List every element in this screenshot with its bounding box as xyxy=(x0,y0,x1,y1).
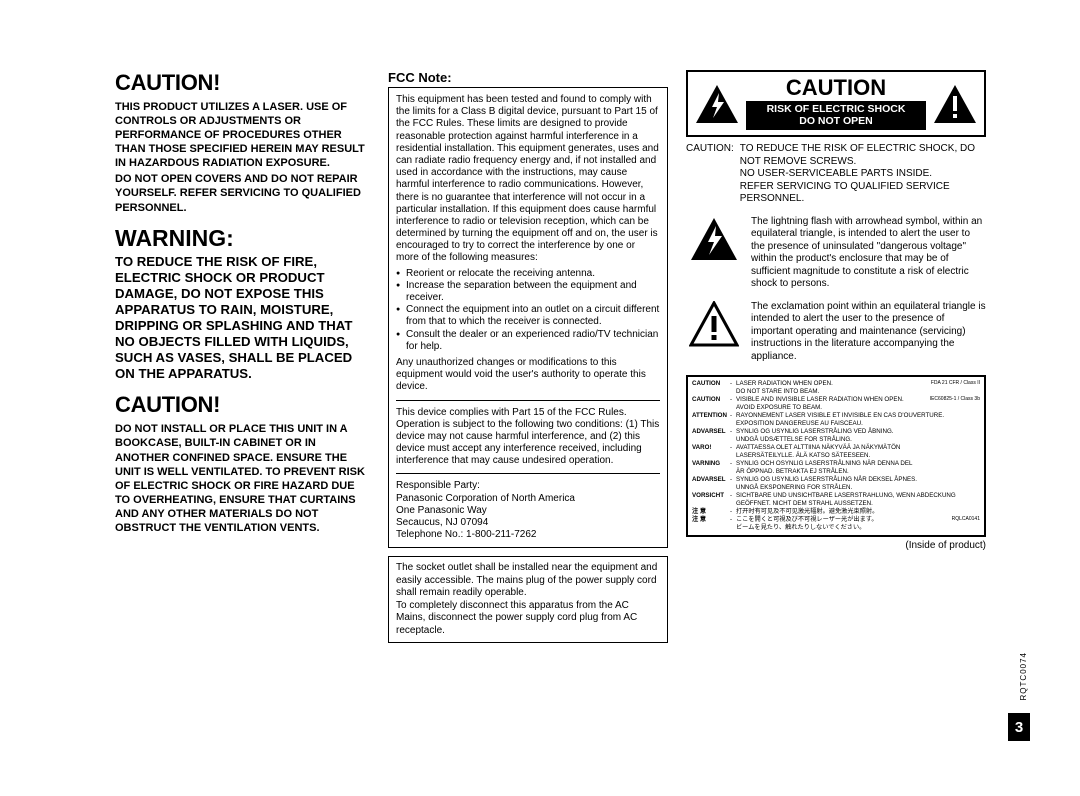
responsible-party-address2: Secaucus, NJ 07094 xyxy=(396,517,660,529)
fcc-measure-item: Consult the dealer or an experienced rad… xyxy=(396,329,660,353)
lightning-triangle-icon xyxy=(694,83,740,125)
laser-label-text: ここを開くと可視及び不可視レーザー光が出ます。 ビームを見たり、触れたりしないで… xyxy=(732,516,948,532)
lightning-explanation-text: The lightning flash with arrowhead symbo… xyxy=(751,216,986,291)
column-left: CAUTION! THIS PRODUCT UTILIZES A LASER. … xyxy=(115,70,370,535)
laser-label-lang: 注 意 xyxy=(692,508,728,516)
laser-label-lang: VORSICHT xyxy=(692,492,728,500)
caution-heading-1: CAUTION! xyxy=(115,70,370,96)
laser-label-row: 注 意ここを開くと可視及び不可視レーザー光が出ます。 ビームを見たり、触れたりし… xyxy=(692,516,980,532)
fcc-measure-item: Connect the equipment into an outlet on … xyxy=(396,304,660,328)
exclamation-symbol-row: The exclamation point within an equilate… xyxy=(686,301,986,364)
shock-caption: CAUTION xyxy=(746,77,926,99)
fcc-unauthorized-text: Any unauthorized changes or modification… xyxy=(396,357,660,394)
socket-outlet-box: The socket outlet shall be installed nea… xyxy=(388,556,668,643)
lightning-triangle-icon xyxy=(686,216,741,291)
column-right: CAUTION RISK OF ELECTRIC SHOCK DO NOT OP… xyxy=(686,70,986,551)
laser-caution-text: THIS PRODUCT UTILIZES A LASER. USE OF CO… xyxy=(115,100,370,170)
inside-product-note: (Inside of product) xyxy=(686,540,986,551)
laser-label-row: ATTENTION RAYONNEMENT LASER VISIBLE ET IN… xyxy=(692,412,980,428)
laser-label-lang: ADVARSEL xyxy=(692,428,728,436)
fcc-measure-item: Increase the separation between the equi… xyxy=(396,280,660,304)
fcc-note-box: This equipment has been tested and found… xyxy=(388,87,668,548)
caution-body-text: TO REDUCE THE RISK OF ELECTRIC SHOCK, DO… xyxy=(740,143,986,206)
ventilation-caution-text: DO NOT INSTALL OR PLACE THIS UNIT IN A B… xyxy=(115,422,370,535)
responsible-party-name: Panasonic Corporation of North America xyxy=(396,493,660,505)
column-middle: FCC Note: This equipment has been tested… xyxy=(388,70,668,643)
covers-caution-text: DO NOT OPEN COVERS AND DO NOT REPAIR YOU… xyxy=(115,172,370,214)
lightning-symbol-row: The lightning flash with arrowhead symbo… xyxy=(686,216,986,291)
laser-label-lang: 注 意 xyxy=(692,516,728,524)
fcc-measures-list: Reorient or relocate the receiving anten… xyxy=(396,268,660,353)
shock-caution-text-row: CAUTION: TO REDUCE THE RISK OF ELECTRIC … xyxy=(686,143,986,206)
exclamation-triangle-icon xyxy=(686,301,741,364)
laser-label-lang: ATTENTION xyxy=(692,412,728,420)
laser-label-text: LASER RADIATION WHEN OPEN. DO NOT STARE … xyxy=(732,380,927,396)
exclamation-explanation-text: The exclamation point within an equilate… xyxy=(751,301,986,364)
laser-label-text: SYNLIG OG USYNLIG LASERSTRÅLING NÅR DEKS… xyxy=(732,476,980,492)
fcc-part15-text: This device complies with Part 15 of the… xyxy=(396,407,660,468)
laser-label-ref: RQLCA0141 xyxy=(952,516,980,522)
laser-label-box: CAUTION LASER RADIATION WHEN OPEN. DO NOT… xyxy=(686,375,986,537)
laser-label-text: SYNLIG OG USYNLIG LASERSTRÅLING VED ÅBNI… xyxy=(732,428,980,444)
shock-banner: RISK OF ELECTRIC SHOCK DO NOT OPEN xyxy=(746,101,926,130)
laser-label-text: RAYONNEMENT LASER VISIBLE ET INVISIBLE E… xyxy=(732,412,980,428)
caution-label: CAUTION: xyxy=(686,143,734,206)
page-content: CAUTION! THIS PRODUCT UTILIZES A LASER. … xyxy=(115,70,1025,643)
laser-label-text: SICHTBARE UND UNSICHTBARE LASERSTRAHLUNG… xyxy=(732,492,980,508)
document-code: RQTC0074 xyxy=(1019,652,1028,700)
caution-heading-2: CAUTION! xyxy=(115,392,370,418)
laser-label-row: CAUTION LASER RADIATION WHEN OPEN. DO NOT… xyxy=(692,380,980,396)
warning-heading: WARNING: xyxy=(115,225,370,252)
laser-label-lang: ADVARSEL xyxy=(692,476,728,484)
laser-label-text: 打开时有可见及不可见激光辐射。避免激光束照射。 xyxy=(732,508,980,516)
laser-label-ref: FDA 21 CFR / Class II xyxy=(931,380,980,386)
laser-label-row: ADVARSEL SYNLIG OG USYNLIG LASERSTRÅLING … xyxy=(692,476,980,492)
laser-label-text: VISIBLE AND INVISIBLE LASER RADIATION WH… xyxy=(732,396,926,412)
laser-label-row: 注 意打开时有可见及不可见激光辐射。避免激光束照射。 xyxy=(692,508,980,516)
laser-label-ref: IEC60825-1 / Class 3b xyxy=(930,396,980,402)
fcc-measure-item: Reorient or relocate the receiving anten… xyxy=(396,268,660,280)
warning-text: TO REDUCE THE RISK OF FIRE, ELECTRIC SHO… xyxy=(115,254,370,383)
laser-label-lang: VARNING xyxy=(692,460,728,468)
laser-label-text: AVATTAESSA OLET ALTTIINA NÄKYVÄÄ JA NÄKY… xyxy=(732,444,980,460)
laser-label-row: ADVARSEL SYNLIG OG USYNLIG LASERSTRÅLING … xyxy=(692,428,980,444)
laser-label-row: VORSICHT SICHTBARE UND UNSICHTBARE LASERS… xyxy=(692,492,980,508)
laser-label-row: VARNING SYNLIG OCH OSYNLIG LASERSTRÅLNING… xyxy=(692,460,980,476)
laser-label-row: VARO! AVATTAESSA OLET ALTTIINA NÄKYVÄÄ JA… xyxy=(692,444,980,460)
fcc-intro-text: This equipment has been tested and found… xyxy=(396,94,660,265)
responsible-party-label: Responsible Party: xyxy=(396,480,660,492)
electric-shock-caution-box: CAUTION RISK OF ELECTRIC SHOCK DO NOT OP… xyxy=(686,70,986,137)
laser-label-lang: VARO! xyxy=(692,444,728,452)
laser-label-text: SYNLIG OCH OSYNLIG LASERSTRÅLNING NÄR DE… xyxy=(732,460,980,476)
fcc-note-title: FCC Note: xyxy=(388,70,668,85)
responsible-party-telephone: Telephone No.: 1-800-211-7262 xyxy=(396,529,660,541)
exclamation-triangle-icon xyxy=(932,83,978,125)
laser-label-lang: CAUTION xyxy=(692,380,728,388)
laser-label-row: CAUTION VISIBLE AND INVISIBLE LASER RADIA… xyxy=(692,396,980,412)
responsible-party-address1: One Panasonic Way xyxy=(396,505,660,517)
laser-label-lang: CAUTION xyxy=(692,396,728,404)
page-number: 3 xyxy=(1008,713,1030,741)
